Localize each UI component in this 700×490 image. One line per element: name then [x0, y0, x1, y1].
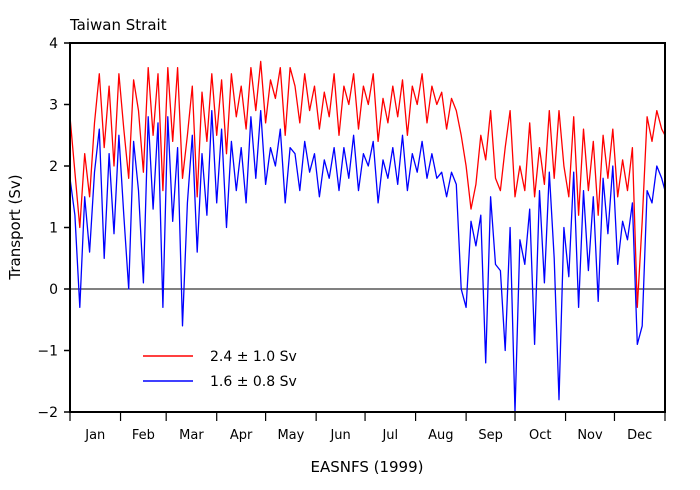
x-tick-label: Oct: [529, 428, 551, 443]
x-tick-label: Nov: [577, 428, 603, 443]
y-tick-label: 1: [49, 221, 58, 237]
x-tick-label: Feb: [132, 428, 155, 443]
y-axis-label: Transport (Sv): [6, 174, 24, 280]
y-tick-label: −2: [37, 405, 58, 421]
x-tick-label: Mar: [179, 428, 204, 443]
legend-label: 1.6 ± 0.8 Sv: [210, 374, 297, 390]
legend: 2.4 ± 1.0 Sv 1.6 ± 0.8 Sv: [143, 349, 297, 390]
x-tick-label: Jul: [381, 428, 398, 443]
series-line-0: [69, 60, 666, 309]
x-tick-label: May: [277, 428, 304, 443]
x-tick-label: Apr: [230, 428, 253, 443]
y-tick-label: 0: [49, 282, 58, 298]
series-line-1: [69, 109, 666, 413]
series-layer: [69, 60, 666, 413]
y-tick-label: −1: [37, 344, 58, 360]
x-axis-label: EASNFS (1999): [310, 458, 423, 476]
x-tick-label: Aug: [428, 428, 453, 443]
x-tick-label: Sep: [478, 428, 503, 443]
y-tick-label: 2: [49, 159, 58, 175]
x-tick-label: Dec: [627, 428, 652, 443]
x-tick-label: Jun: [329, 428, 350, 443]
y-tick-label: 3: [49, 98, 58, 114]
chart-title: Taiwan Strait: [69, 16, 167, 34]
x-tick-label: Jan: [84, 428, 105, 443]
y-tick-label: 4: [49, 36, 58, 52]
axis-layer: 4 3 2 1 0 −1 −2 Jan Feb Mar Apr May Jun Jul Aug Sep Oct N…: [37, 36, 666, 443]
legend-label: 2.4 ± 1.0 Sv: [210, 349, 297, 365]
